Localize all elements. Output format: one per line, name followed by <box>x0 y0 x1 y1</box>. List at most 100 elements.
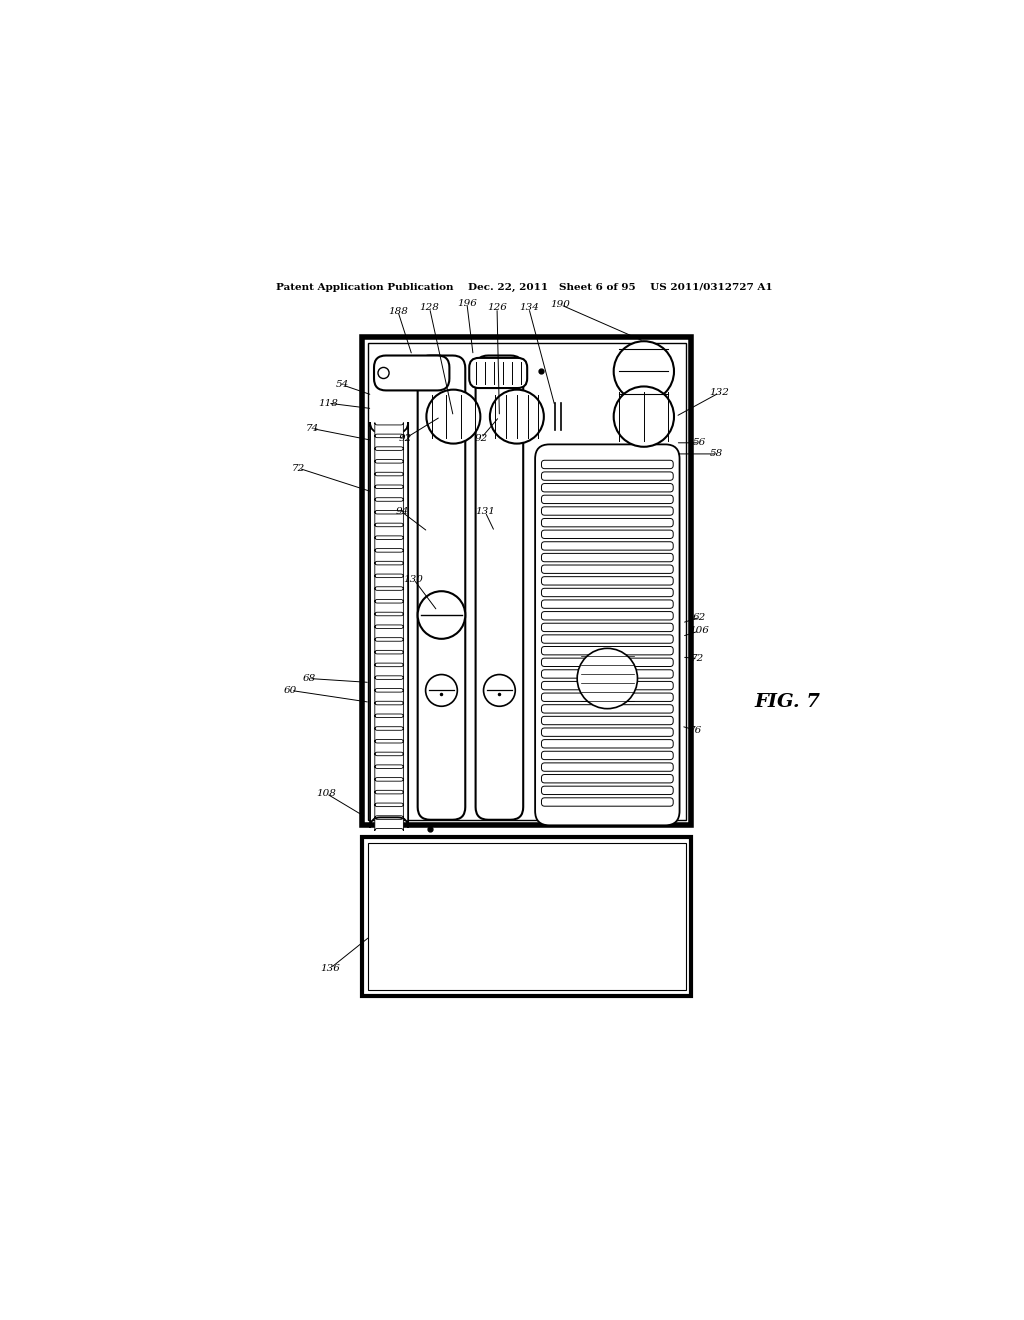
FancyBboxPatch shape <box>374 355 450 391</box>
FancyBboxPatch shape <box>542 739 673 748</box>
FancyBboxPatch shape <box>375 639 403 653</box>
Circle shape <box>578 648 638 709</box>
Circle shape <box>426 389 480 444</box>
FancyBboxPatch shape <box>375 486 403 500</box>
FancyBboxPatch shape <box>542 589 673 597</box>
FancyBboxPatch shape <box>375 524 403 539</box>
FancyBboxPatch shape <box>375 601 403 615</box>
Circle shape <box>613 342 674 401</box>
FancyBboxPatch shape <box>375 652 403 665</box>
FancyBboxPatch shape <box>375 587 403 602</box>
FancyBboxPatch shape <box>542 473 673 480</box>
FancyBboxPatch shape <box>542 727 673 737</box>
Text: 76: 76 <box>689 726 702 735</box>
FancyBboxPatch shape <box>375 702 403 717</box>
FancyBboxPatch shape <box>542 531 673 539</box>
FancyBboxPatch shape <box>542 681 673 690</box>
Text: 72: 72 <box>691 655 705 663</box>
FancyBboxPatch shape <box>542 565 673 573</box>
Text: 92: 92 <box>474 433 487 442</box>
Text: 130: 130 <box>403 574 424 583</box>
Text: 62: 62 <box>693 612 706 622</box>
Text: 131: 131 <box>475 507 495 516</box>
FancyBboxPatch shape <box>542 507 673 515</box>
FancyBboxPatch shape <box>375 436 403 449</box>
FancyBboxPatch shape <box>375 792 403 805</box>
Text: 60: 60 <box>284 686 297 694</box>
FancyBboxPatch shape <box>542 599 673 609</box>
Circle shape <box>418 591 465 639</box>
FancyBboxPatch shape <box>542 751 673 759</box>
FancyBboxPatch shape <box>542 553 673 562</box>
Text: 126: 126 <box>487 304 507 313</box>
FancyBboxPatch shape <box>375 474 403 487</box>
FancyBboxPatch shape <box>375 741 403 755</box>
FancyBboxPatch shape <box>375 562 403 577</box>
Text: 54: 54 <box>336 380 349 389</box>
Text: 196: 196 <box>457 298 477 308</box>
FancyBboxPatch shape <box>542 483 673 492</box>
FancyBboxPatch shape <box>375 677 403 690</box>
FancyBboxPatch shape <box>475 355 523 820</box>
Text: 132: 132 <box>710 388 729 397</box>
FancyBboxPatch shape <box>418 355 465 820</box>
FancyBboxPatch shape <box>375 804 403 818</box>
FancyBboxPatch shape <box>542 717 673 725</box>
Text: 190: 190 <box>551 300 570 309</box>
FancyBboxPatch shape <box>375 447 403 462</box>
Bar <box>368 842 686 990</box>
Bar <box>362 837 691 997</box>
Text: FIG. 7: FIG. 7 <box>755 693 821 711</box>
FancyBboxPatch shape <box>375 626 403 640</box>
FancyBboxPatch shape <box>542 763 673 771</box>
Bar <box>368 343 686 820</box>
FancyBboxPatch shape <box>542 647 673 655</box>
Text: 92: 92 <box>399 433 413 442</box>
Circle shape <box>613 387 674 446</box>
FancyBboxPatch shape <box>375 461 403 475</box>
FancyBboxPatch shape <box>370 422 409 828</box>
Bar <box>362 337 691 825</box>
FancyBboxPatch shape <box>375 715 403 729</box>
FancyBboxPatch shape <box>542 577 673 585</box>
Text: Patent Application Publication    Dec. 22, 2011   Sheet 6 of 95    US 2011/03127: Patent Application Publication Dec. 22, … <box>276 282 773 292</box>
FancyBboxPatch shape <box>469 358 527 388</box>
Text: 108: 108 <box>316 789 336 799</box>
FancyBboxPatch shape <box>542 461 673 469</box>
Text: 56: 56 <box>693 438 706 447</box>
FancyBboxPatch shape <box>542 519 673 527</box>
FancyBboxPatch shape <box>375 779 403 793</box>
FancyBboxPatch shape <box>542 787 673 795</box>
Text: 58: 58 <box>711 449 724 458</box>
Text: 106: 106 <box>689 627 710 635</box>
FancyBboxPatch shape <box>542 541 673 550</box>
FancyBboxPatch shape <box>542 623 673 631</box>
FancyBboxPatch shape <box>375 499 403 512</box>
FancyBboxPatch shape <box>542 659 673 667</box>
Text: 188: 188 <box>388 306 408 315</box>
FancyBboxPatch shape <box>375 614 403 627</box>
FancyBboxPatch shape <box>542 495 673 503</box>
FancyBboxPatch shape <box>375 512 403 525</box>
FancyBboxPatch shape <box>375 766 403 780</box>
Circle shape <box>378 367 389 379</box>
FancyBboxPatch shape <box>375 664 403 678</box>
FancyBboxPatch shape <box>375 576 403 589</box>
FancyBboxPatch shape <box>542 635 673 643</box>
FancyBboxPatch shape <box>542 775 673 783</box>
FancyBboxPatch shape <box>542 693 673 701</box>
Text: 134: 134 <box>519 304 539 313</box>
FancyBboxPatch shape <box>542 705 673 713</box>
FancyBboxPatch shape <box>536 445 680 825</box>
Text: 118: 118 <box>318 399 338 408</box>
FancyBboxPatch shape <box>542 611 673 620</box>
Text: 94: 94 <box>395 507 409 516</box>
FancyBboxPatch shape <box>375 817 403 830</box>
Text: 72: 72 <box>292 463 305 473</box>
FancyBboxPatch shape <box>542 797 673 807</box>
FancyBboxPatch shape <box>375 422 403 437</box>
Circle shape <box>426 675 458 706</box>
Text: 128: 128 <box>420 304 439 313</box>
FancyBboxPatch shape <box>375 537 403 550</box>
Text: 74: 74 <box>305 424 318 433</box>
